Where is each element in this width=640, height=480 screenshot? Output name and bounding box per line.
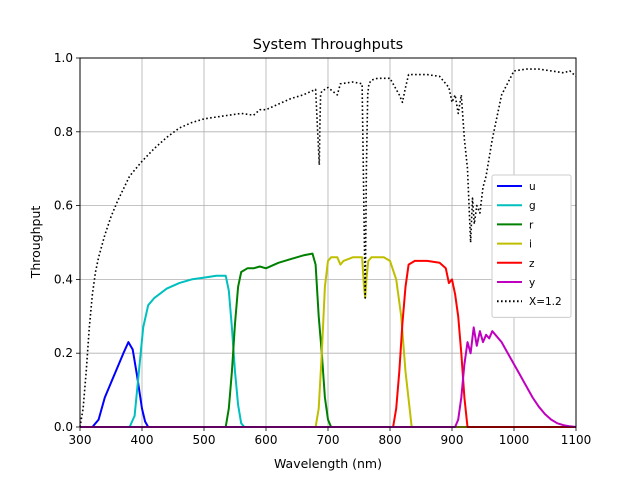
y-tick-label: 0.2 xyxy=(54,346,73,360)
x-tick-label: 300 xyxy=(69,433,92,447)
series-line-i xyxy=(80,256,576,428)
chart-title: System Throughputs xyxy=(253,37,403,53)
series-line-z xyxy=(80,259,576,428)
x-tick-label: 700 xyxy=(317,433,340,447)
x-tick-label: 1100 xyxy=(561,433,592,447)
series-line-airmass xyxy=(79,68,577,428)
series-line-u xyxy=(80,341,576,428)
x-axis-label: Wavelength (nm) xyxy=(274,456,382,471)
y-tick-label: 0.4 xyxy=(54,272,73,286)
y-axis-label: Throughput xyxy=(28,206,43,280)
legend-label: u xyxy=(529,181,536,193)
legend-label: y xyxy=(529,277,535,289)
legend-label: i xyxy=(529,239,532,251)
x-tick-label: 900 xyxy=(441,433,464,447)
x-tick-label: 600 xyxy=(255,433,278,447)
legend-label: X=1.2 xyxy=(529,296,562,308)
legend-label: r xyxy=(529,219,534,231)
y-tick-label: 0.0 xyxy=(54,420,73,434)
series-line-r xyxy=(80,252,576,428)
x-tick-label: 500 xyxy=(193,433,216,447)
y-tick-label: 1.0 xyxy=(54,51,73,65)
legend-label: g xyxy=(529,200,536,212)
axis-ticks: 300 400 500 600 700 800 900 1000 1100 0.0 0.2 0.4 0.… xyxy=(54,51,591,447)
x-tick-label: 1000 xyxy=(499,433,530,447)
x-tick-label: 800 xyxy=(379,433,402,447)
series-lines xyxy=(79,68,577,428)
y-tick-label: 0.8 xyxy=(54,125,73,139)
x-tick-label: 400 xyxy=(131,433,154,447)
series-line-g xyxy=(80,274,576,428)
legend-label: z xyxy=(529,258,535,270)
series-line-y xyxy=(80,326,577,428)
y-tick-label: 0.6 xyxy=(54,199,73,213)
